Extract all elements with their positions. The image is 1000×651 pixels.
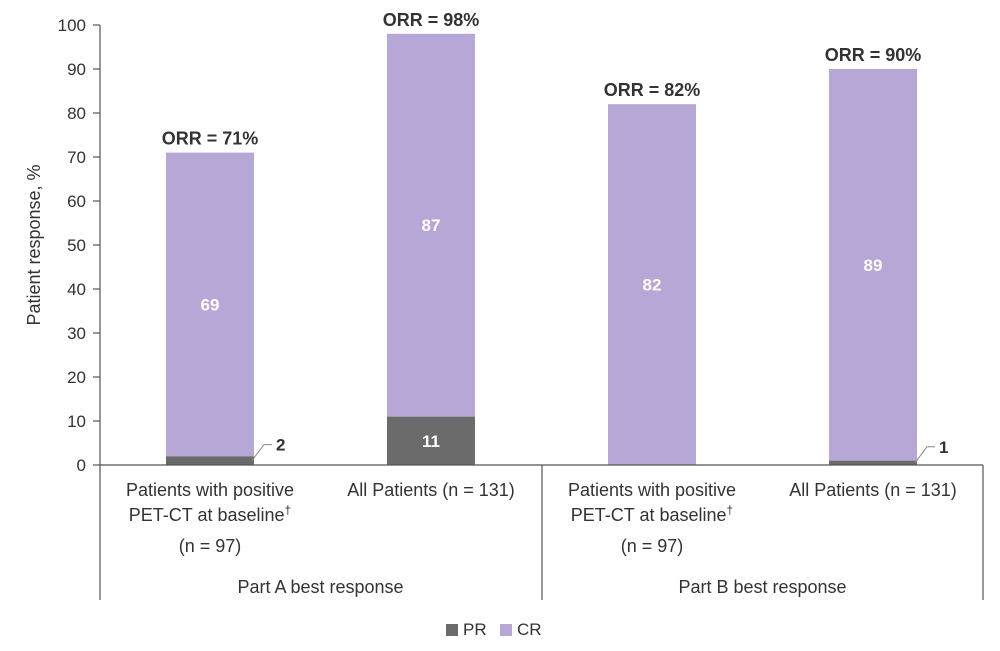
orr-label: ORR = 71%: [162, 129, 259, 149]
x-category-label: PET-CT at baseline†: [129, 503, 291, 525]
bar-segment-cr: [608, 104, 696, 465]
y-tick-label: 0: [77, 456, 86, 475]
legend-label-cr: CR: [517, 620, 542, 639]
bar-segment-pr: [387, 416, 475, 465]
x-group-label: Part A best response: [237, 577, 403, 597]
data-label-cr: 82: [643, 276, 662, 295]
bar-segment-pr: [829, 460, 917, 465]
y-tick-label: 40: [67, 280, 86, 299]
legend-swatch-cr: [500, 624, 512, 636]
x-axis: Patients with positive PET-CT at baseline…: [99, 464, 984, 600]
y-tick-label: 80: [67, 104, 86, 123]
footnote-dagger: †: [285, 503, 292, 517]
y-axis: 0 10 20 30 40 50 60 70 80 90 100 Patient response, …: [24, 16, 101, 475]
data-label-callout-pr: 1: [939, 438, 948, 457]
bar-segment-cr: [387, 33, 475, 417]
bar-segment-cr: [829, 69, 917, 461]
data-label-cr: 69: [201, 295, 220, 314]
callout-leader-line: [251, 444, 272, 461]
footnote-dagger: †: [727, 503, 734, 517]
data-label-callout-pr: 2: [276, 436, 285, 455]
callout-leader-line: [914, 446, 935, 464]
bar-segment-pr: [166, 456, 254, 465]
x-category-label: Patients with positive: [568, 480, 736, 500]
y-tick-label: 60: [67, 192, 86, 211]
y-tick-label: 70: [67, 148, 86, 167]
x-category-label: All Patients (n = 131): [347, 480, 515, 500]
x-category-label: (n = 97): [179, 536, 242, 556]
y-tick-label: 50: [67, 236, 86, 255]
x-category-label: PET-CT at baseline†: [571, 503, 733, 525]
y-axis-title: Patient response, %: [24, 164, 44, 325]
legend-swatch-pr: [446, 624, 458, 636]
orr-label: ORR = 90%: [825, 45, 922, 65]
orr-label: ORR = 82%: [604, 80, 701, 100]
x-group-label: Part B best response: [678, 577, 846, 597]
legend: PR CR: [446, 620, 542, 639]
y-tick-label: 20: [67, 368, 86, 387]
x-category-label: (n = 97): [621, 536, 684, 556]
y-tick-label: 90: [67, 60, 86, 79]
bars: [166, 33, 917, 465]
y-tick-label: 10: [67, 412, 86, 431]
data-label-pr: 11: [422, 432, 440, 451]
x-category-label: Patients with positive: [126, 480, 294, 500]
y-tick-label: 100: [58, 16, 86, 35]
x-category-label: All Patients (n = 131): [789, 480, 957, 500]
data-label-cr: 89: [864, 256, 883, 275]
y-tick-label: 30: [67, 324, 86, 343]
bar-segment-cr: [166, 152, 254, 457]
data-label-cr: 87: [422, 216, 441, 235]
orr-label: ORR = 98%: [383, 10, 480, 30]
data-labels: 2 69 ORR = 71% 11 87 ORR = 98% 82 ORR = 82% 1 89 O…: [162, 10, 948, 464]
legend-label-pr: PR: [463, 620, 487, 639]
